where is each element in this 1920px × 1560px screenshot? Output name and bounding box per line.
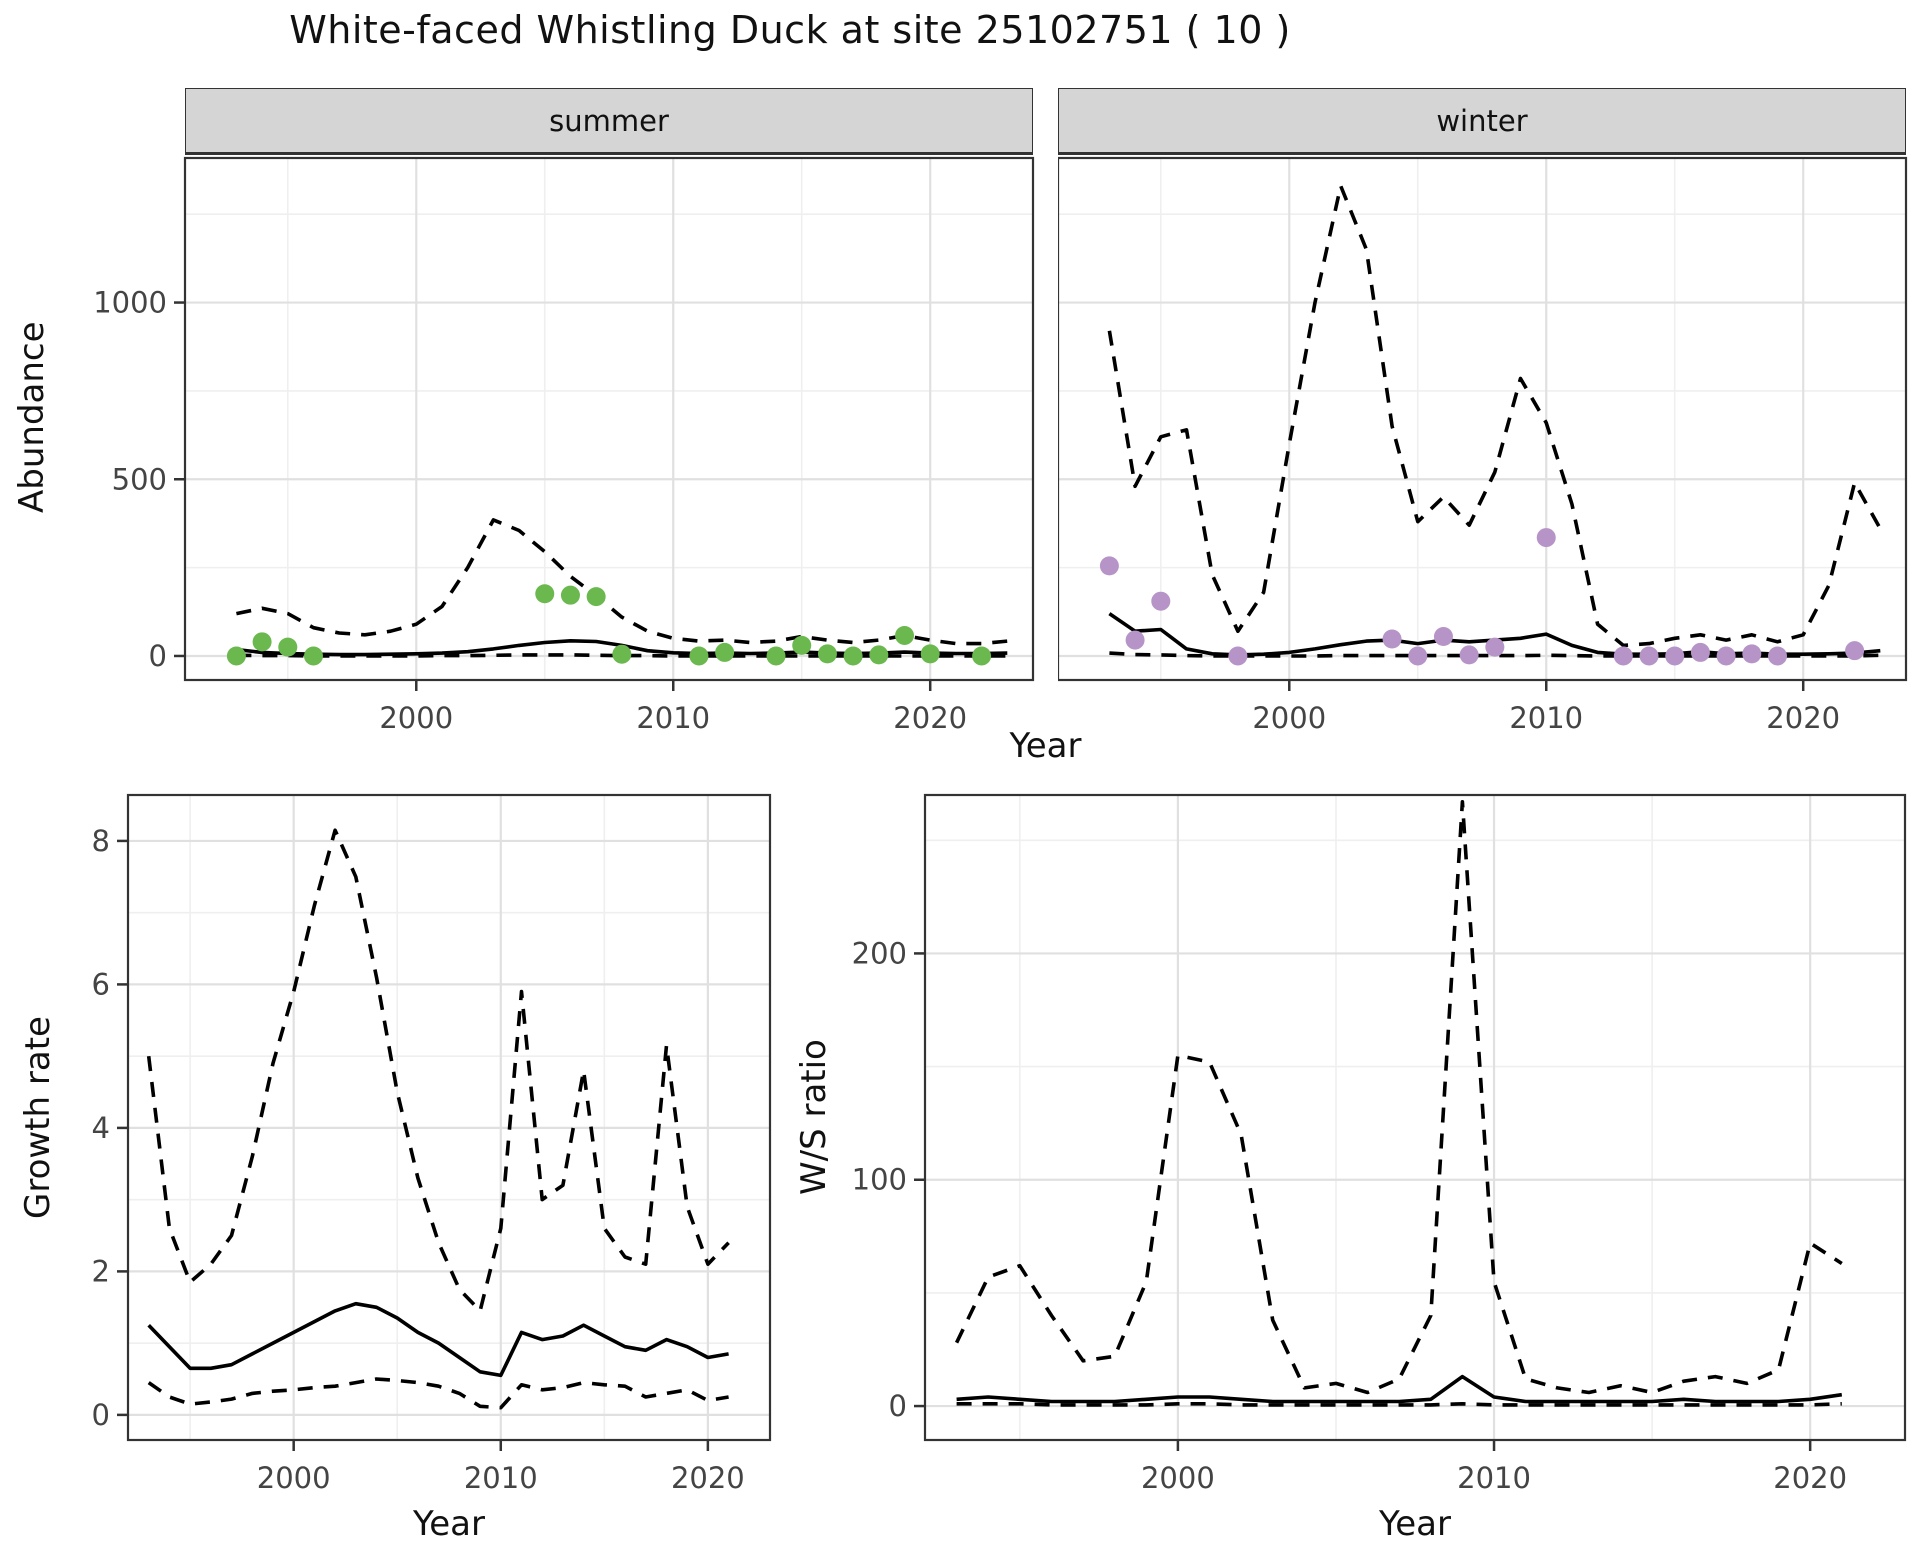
y-tick-label: 0 xyxy=(889,1389,907,1423)
series-line-median xyxy=(956,1374,1843,1404)
data-point-observed_counts xyxy=(535,584,555,604)
data-point-observed_counts xyxy=(1716,646,1736,666)
data-point-observed_counts xyxy=(766,646,786,666)
panel-growth-rate: 2000 2010 2020 0 2 4 6 8 xyxy=(92,793,772,1495)
facet-strip-winter-label: winter xyxy=(1436,103,1528,138)
y-tick-label: 0 xyxy=(92,1398,110,1432)
x-tick-label: 2010 xyxy=(1509,701,1583,735)
panel-abundance-winter: 2000 2010 2020 xyxy=(1058,156,1908,735)
facet-strip-winter: winter xyxy=(1058,88,1906,155)
data-point-observed_counts xyxy=(1665,646,1685,666)
y-tick-label: 200 xyxy=(852,936,907,970)
panel-background xyxy=(185,158,1033,680)
data-point-observed_counts xyxy=(1459,645,1479,665)
series-line-upper_ci xyxy=(1107,184,1882,648)
data-point-observed_counts xyxy=(278,637,298,657)
data-point-observed_counts xyxy=(972,646,992,666)
y-axis-label-growth-rate: Growth rate xyxy=(18,1016,58,1219)
y-axis-label-ws-ratio: W/S ratio xyxy=(794,1039,834,1196)
y-axis-label-abundance: Abundance xyxy=(12,321,52,513)
data-point-observed_counts xyxy=(1639,646,1659,666)
panel-background xyxy=(1058,158,1906,680)
data-point-observed_counts xyxy=(895,625,915,645)
x-tick-label: 2000 xyxy=(379,701,453,735)
panel-border xyxy=(1058,156,1908,682)
panel-background xyxy=(128,795,770,1440)
data-point-observed_counts xyxy=(920,644,940,664)
x-tick-label: 2000 xyxy=(1141,1461,1215,1495)
series-line-lower_ci xyxy=(956,1401,1842,1407)
x-tick-label: 2010 xyxy=(1457,1461,1531,1495)
x-axis-label-year-top: Year xyxy=(1009,726,1082,766)
y-tick-label: 0 xyxy=(149,639,167,673)
x-axis-label-year-growth: Year xyxy=(413,1504,485,1544)
data-point-observed_counts xyxy=(1433,627,1453,647)
y-tick-label: 8 xyxy=(92,824,110,858)
panel-border xyxy=(183,156,1035,682)
data-point-observed_counts xyxy=(1228,646,1248,666)
y-tick-label: 100 xyxy=(852,1163,907,1197)
data-point-observed_counts xyxy=(869,645,889,665)
figure-title: White-faced Whistling Duck at site 25102… xyxy=(289,8,1291,52)
x-tick-label: 2000 xyxy=(257,1461,331,1495)
series-line-median xyxy=(147,1301,729,1378)
series-line-upper_ci xyxy=(236,518,1008,646)
facet-strip-summer-label: summer xyxy=(549,103,669,138)
panel-border xyxy=(126,793,772,1442)
data-point-observed_counts xyxy=(689,646,709,666)
series-line-upper_ci xyxy=(954,800,1843,1395)
y-tick-label: 2 xyxy=(92,1254,110,1288)
data-point-observed_counts xyxy=(252,632,272,652)
data-point-observed_counts xyxy=(1151,591,1171,611)
data-point-observed_counts xyxy=(1845,641,1865,661)
data-point-observed_counts xyxy=(612,644,632,664)
data-point-observed_counts xyxy=(792,635,812,655)
y-tick-label: 4 xyxy=(92,1111,110,1145)
x-tick-label: 2020 xyxy=(1766,701,1840,735)
data-point-observed_counts xyxy=(560,585,580,605)
facet-strip-summer: summer xyxy=(185,88,1033,155)
data-point-observed_counts xyxy=(817,644,837,664)
data-point-observed_counts xyxy=(715,642,735,662)
data-point-observed_counts xyxy=(843,646,863,666)
data-point-observed_counts xyxy=(586,587,606,607)
data-point-observed_counts xyxy=(303,646,323,666)
x-tick-label: 2020 xyxy=(671,1461,745,1495)
data-point-observed_counts xyxy=(1125,630,1145,650)
panel-ws-ratio: 2000 2010 2020 0 100 200 xyxy=(852,793,1907,1495)
data-point-observed_counts xyxy=(1536,528,1556,548)
x-tick-label: 2010 xyxy=(636,701,710,735)
data-point-observed_counts xyxy=(1613,646,1633,666)
x-axis-label-year-ws: Year xyxy=(1379,1504,1451,1544)
y-tick-label: 6 xyxy=(92,967,110,1001)
y-tick-label: 500 xyxy=(112,462,167,496)
data-point-observed_counts xyxy=(1742,644,1762,664)
data-point-observed_counts xyxy=(1690,642,1710,662)
x-tick-label: 2020 xyxy=(893,701,967,735)
data-point-observed_counts xyxy=(226,646,246,666)
data-point-observed_counts xyxy=(1382,629,1402,649)
panel-abundance-summer: 2000 2010 2020 0 500 1000 xyxy=(93,156,1035,735)
x-tick-label: 2000 xyxy=(1252,701,1326,735)
data-point-observed_counts xyxy=(1408,646,1428,666)
panel-border xyxy=(923,793,1907,1442)
data-point-observed_counts xyxy=(1768,646,1788,666)
x-tick-label: 2010 xyxy=(464,1461,538,1495)
series-line-upper_ci xyxy=(146,828,730,1313)
x-tick-label: 2020 xyxy=(1773,1461,1847,1495)
y-tick-label: 1000 xyxy=(93,286,167,320)
data-point-observed_counts xyxy=(1485,637,1505,657)
data-point-observed_counts xyxy=(1099,556,1119,576)
panel-background xyxy=(925,795,1905,1440)
series-line-lower_ci xyxy=(147,1377,729,1410)
